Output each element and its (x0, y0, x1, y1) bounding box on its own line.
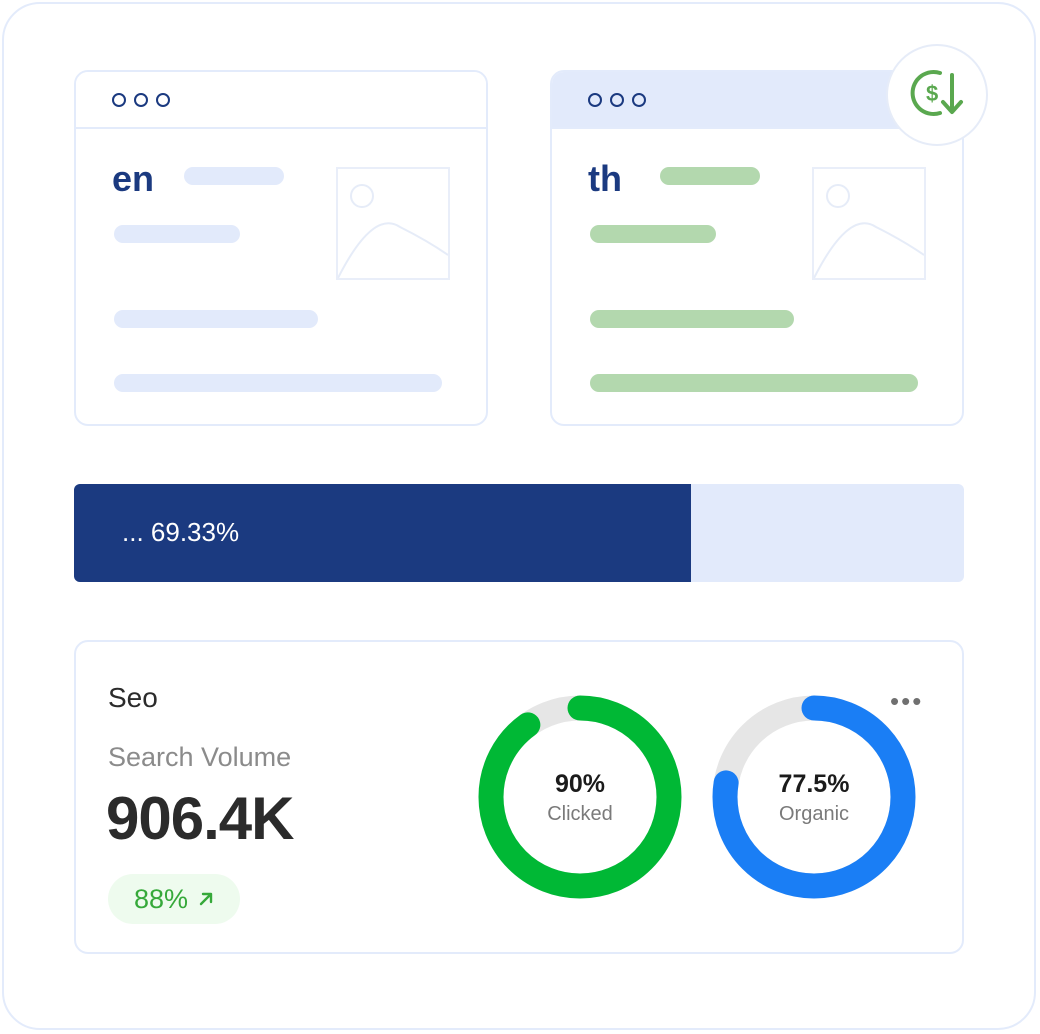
seo-title: Seo (108, 682, 158, 713)
arrow-up-right-icon (199, 892, 213, 906)
window-dot (156, 92, 170, 107)
placeholder-line (660, 167, 760, 185)
growth-badge: 88% (108, 874, 240, 924)
growth-value: 88% (133, 883, 189, 914)
browser-titlebar (76, 72, 486, 129)
search-volume-label: Search Volume (108, 742, 292, 772)
language-code: en (112, 158, 155, 199)
window-dot (112, 92, 126, 107)
donut-percent: 90% (554, 770, 606, 798)
window-dot (588, 92, 602, 107)
window-dot (632, 92, 646, 107)
window-dot (134, 92, 148, 107)
browser-window-en: en (74, 70, 488, 426)
progress-fill (74, 484, 692, 582)
placeholder-line (114, 310, 318, 328)
donut-clicked: 90% Clicked (477, 694, 683, 900)
donut-label: Organic (778, 803, 850, 825)
progress-label: ... 69.33% (122, 517, 240, 547)
translation-progress-bar: ... 69.33% (74, 484, 964, 582)
donut-percent: 77.5% (778, 770, 850, 798)
donut-organic: 77.5% Organic (711, 694, 917, 900)
seo-card: Seo Search Volume 906.4K 88% ••• (74, 640, 964, 954)
more-horizontal-icon[interactable]: ••• (890, 686, 924, 716)
window-dot (610, 92, 624, 107)
donut-label: Clicked (547, 803, 613, 825)
placeholder-line (590, 374, 918, 392)
language-code: th (588, 158, 622, 199)
donut-svg (712, 695, 916, 899)
donut-value-arc (478, 695, 682, 899)
image-placeholder-icon (336, 167, 450, 280)
placeholder-line (184, 167, 284, 185)
search-volume-value: 906.4K (106, 785, 294, 852)
dollar-download-badge: $ (886, 44, 988, 146)
svg-text:$: $ (926, 81, 938, 106)
placeholder-line (114, 374, 442, 392)
placeholder-line (114, 225, 240, 243)
placeholder-line (590, 310, 794, 328)
dollar-download-icon: $ (907, 63, 967, 127)
placeholder-line (590, 225, 716, 243)
donut-value-arc (712, 695, 916, 899)
donut-svg (478, 695, 682, 899)
image-placeholder-icon (812, 167, 926, 280)
